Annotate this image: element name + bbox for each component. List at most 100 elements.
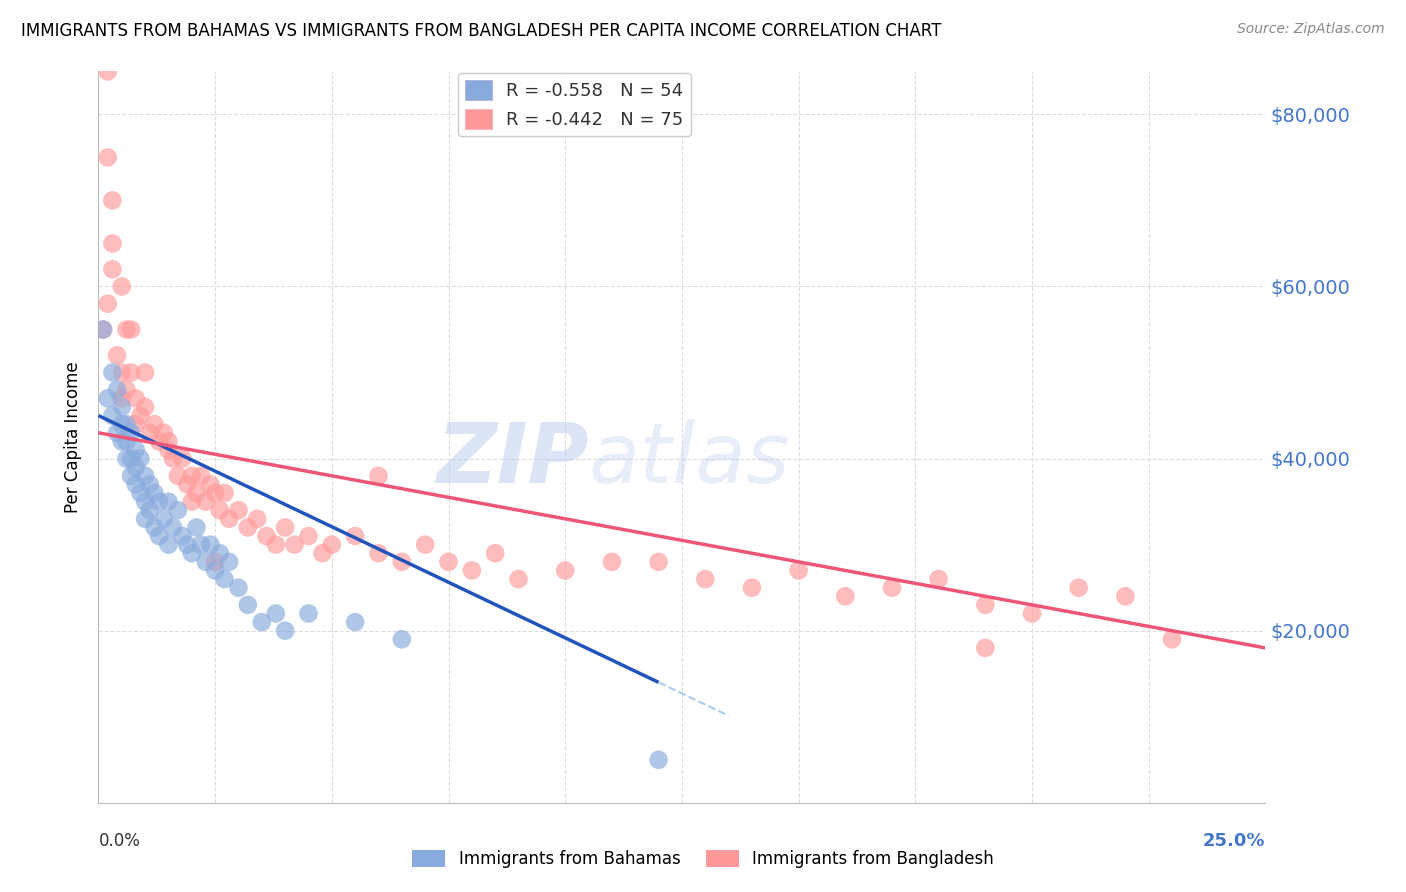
Point bbox=[134, 468, 156, 483]
Point bbox=[120, 425, 142, 440]
Point bbox=[125, 392, 148, 406]
Point bbox=[152, 512, 174, 526]
Point bbox=[91, 322, 114, 336]
Point bbox=[115, 322, 138, 336]
Point bbox=[214, 486, 236, 500]
Point bbox=[101, 236, 124, 251]
Point bbox=[246, 512, 269, 526]
Point bbox=[236, 598, 259, 612]
Point bbox=[250, 615, 273, 629]
Point bbox=[1114, 589, 1136, 603]
Point bbox=[194, 555, 217, 569]
Point bbox=[115, 434, 138, 449]
Point bbox=[461, 564, 484, 578]
Point bbox=[101, 366, 124, 380]
Point bbox=[101, 194, 124, 208]
Point bbox=[787, 564, 810, 578]
Y-axis label: Per Capita Income: Per Capita Income bbox=[65, 361, 83, 513]
Point bbox=[344, 615, 367, 629]
Point bbox=[880, 581, 903, 595]
Point bbox=[134, 400, 156, 414]
Point bbox=[166, 503, 188, 517]
Point bbox=[204, 555, 226, 569]
Point bbox=[162, 451, 184, 466]
Point bbox=[125, 460, 148, 475]
Point bbox=[97, 392, 120, 406]
Point bbox=[321, 538, 343, 552]
Text: IMMIGRANTS FROM BAHAMAS VS IMMIGRANTS FROM BANGLADESH PER CAPITA INCOME CORRELAT: IMMIGRANTS FROM BAHAMAS VS IMMIGRANTS FR… bbox=[21, 22, 942, 40]
Point bbox=[256, 529, 278, 543]
Point bbox=[974, 598, 997, 612]
Point bbox=[180, 494, 202, 508]
Point bbox=[111, 417, 134, 432]
Point bbox=[111, 366, 134, 380]
Point bbox=[115, 383, 138, 397]
Point bbox=[218, 512, 240, 526]
Point bbox=[437, 555, 460, 569]
Point bbox=[176, 477, 198, 491]
Point bbox=[344, 529, 367, 543]
Point bbox=[125, 442, 148, 457]
Point bbox=[101, 409, 124, 423]
Point bbox=[190, 468, 212, 483]
Point bbox=[120, 451, 142, 466]
Point bbox=[101, 262, 124, 277]
Point bbox=[283, 538, 305, 552]
Point bbox=[190, 538, 212, 552]
Point bbox=[139, 477, 162, 491]
Point bbox=[143, 417, 166, 432]
Point bbox=[129, 451, 152, 466]
Point bbox=[105, 425, 128, 440]
Point bbox=[115, 417, 138, 432]
Point bbox=[176, 538, 198, 552]
Point bbox=[214, 572, 236, 586]
Point bbox=[120, 366, 142, 380]
Point bbox=[1161, 632, 1184, 647]
Point bbox=[97, 150, 120, 164]
Point bbox=[148, 494, 170, 508]
Point bbox=[647, 555, 669, 569]
Legend: R = -0.558   N = 54, R = -0.442   N = 75: R = -0.558 N = 54, R = -0.442 N = 75 bbox=[457, 73, 690, 136]
Point bbox=[148, 434, 170, 449]
Point bbox=[508, 572, 530, 586]
Point bbox=[297, 607, 319, 621]
Point bbox=[105, 383, 128, 397]
Point bbox=[200, 477, 222, 491]
Point bbox=[274, 624, 297, 638]
Point bbox=[111, 392, 134, 406]
Point bbox=[97, 296, 120, 310]
Point bbox=[741, 581, 763, 595]
Point bbox=[152, 425, 174, 440]
Point bbox=[1021, 607, 1043, 621]
Point bbox=[228, 503, 250, 517]
Point bbox=[172, 529, 194, 543]
Point bbox=[264, 538, 287, 552]
Point bbox=[834, 589, 856, 603]
Point bbox=[134, 366, 156, 380]
Point bbox=[97, 64, 120, 78]
Point bbox=[1067, 581, 1090, 595]
Point bbox=[91, 322, 114, 336]
Point bbox=[180, 468, 202, 483]
Point bbox=[143, 486, 166, 500]
Point bbox=[928, 572, 950, 586]
Legend: Immigrants from Bahamas, Immigrants from Bangladesh: Immigrants from Bahamas, Immigrants from… bbox=[405, 843, 1001, 875]
Point bbox=[194, 494, 217, 508]
Point bbox=[228, 581, 250, 595]
Point bbox=[391, 632, 413, 647]
Point bbox=[105, 348, 128, 362]
Point bbox=[367, 468, 389, 483]
Point bbox=[111, 279, 134, 293]
Point bbox=[974, 640, 997, 655]
Point bbox=[129, 409, 152, 423]
Text: Source: ZipAtlas.com: Source: ZipAtlas.com bbox=[1237, 22, 1385, 37]
Point bbox=[218, 555, 240, 569]
Point bbox=[413, 538, 436, 552]
Point bbox=[172, 451, 194, 466]
Point bbox=[120, 468, 142, 483]
Point bbox=[236, 520, 259, 534]
Point bbox=[111, 400, 134, 414]
Point bbox=[125, 477, 148, 491]
Point bbox=[134, 494, 156, 508]
Point bbox=[115, 451, 138, 466]
